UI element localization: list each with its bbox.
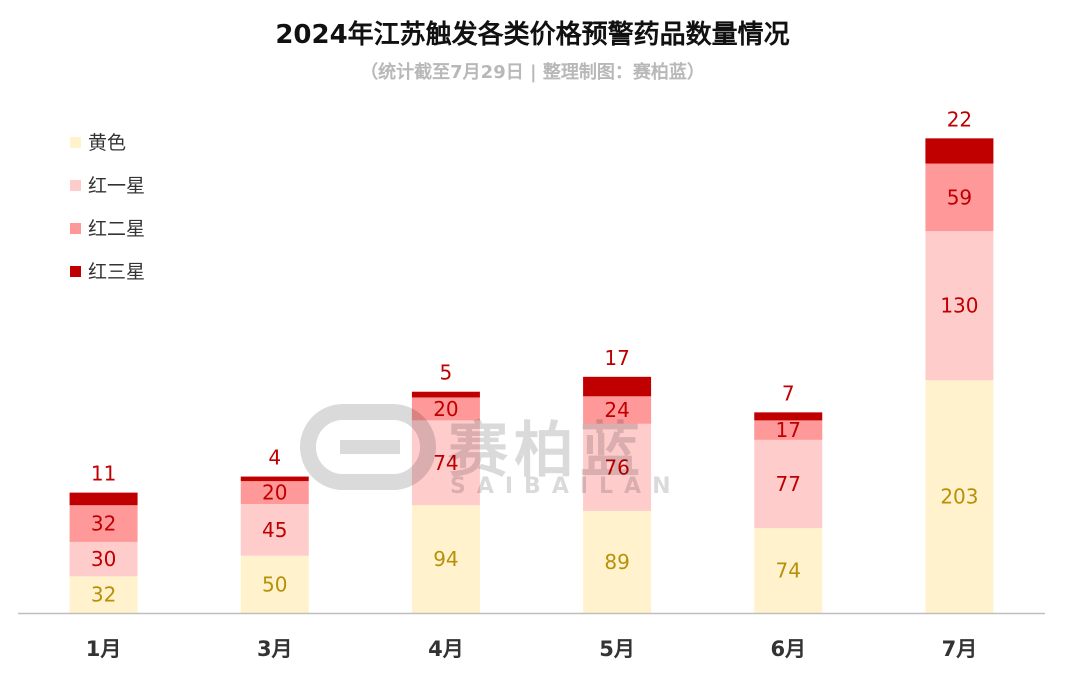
data-label: 7 xyxy=(782,381,795,405)
bar-segment xyxy=(754,439,823,529)
data-label: 17 xyxy=(776,418,801,442)
bar-segment xyxy=(925,138,994,164)
data-label: 45 xyxy=(262,518,287,542)
x-tick-label: 3月 xyxy=(257,637,293,661)
bar-segment xyxy=(925,163,994,232)
bar-segment xyxy=(69,541,138,577)
data-label: 32 xyxy=(91,583,116,607)
data-label: 74 xyxy=(776,559,801,583)
bar-segment xyxy=(925,231,994,381)
watermark-text: 赛柏蓝 xyxy=(448,416,646,486)
bar-segment xyxy=(754,420,823,440)
chart-title: 2024年江苏触发各类价格预警药品数量情况 xyxy=(275,20,790,50)
legend-swatch xyxy=(70,266,81,277)
data-label: 20 xyxy=(262,481,287,505)
data-label: 77 xyxy=(776,472,801,496)
data-label: 11 xyxy=(91,462,116,486)
x-tick-label: 6月 xyxy=(770,637,806,661)
bar-segment xyxy=(411,391,480,398)
data-label: 32 xyxy=(91,512,116,536)
data-label: 22 xyxy=(947,107,972,131)
bar-segment xyxy=(240,481,309,505)
bar-segment xyxy=(754,528,823,613)
data-label: 24 xyxy=(604,398,629,422)
bar-segment xyxy=(240,476,309,482)
bar-segment xyxy=(583,396,652,424)
bar-segment xyxy=(69,505,138,542)
legend-swatch xyxy=(70,137,81,148)
data-label: 59 xyxy=(947,185,972,209)
data-label: 30 xyxy=(91,547,116,571)
data-label: 89 xyxy=(604,550,629,574)
data-label: 203 xyxy=(940,485,978,509)
watermark-s-icon xyxy=(300,404,436,490)
legend-label: 红三星 xyxy=(88,261,146,283)
bar-segment xyxy=(69,576,138,613)
chart-subtitle: （统计截至7月29日 | 整理制图：赛柏蓝） xyxy=(360,62,705,83)
legend-label: 红一星 xyxy=(88,175,146,197)
watermark-subtext: SAIBAILAN xyxy=(450,474,682,499)
bar-segment xyxy=(240,504,309,556)
legend-label: 红二星 xyxy=(88,218,146,240)
bar-segment xyxy=(411,420,480,506)
data-label: 94 xyxy=(433,547,458,571)
bar-segment xyxy=(411,397,480,421)
bar-segment xyxy=(925,380,994,613)
watermark-logo: 赛柏蓝 SAIBAILAN xyxy=(300,402,671,499)
bar-segment xyxy=(583,510,652,613)
x-tick-label: 7月 xyxy=(942,637,978,661)
bar-segment xyxy=(69,492,138,506)
legend-swatch xyxy=(70,180,81,191)
x-tick-label: 5月 xyxy=(599,637,635,661)
data-label: 130 xyxy=(940,294,978,318)
data-label: 17 xyxy=(604,346,629,370)
bar-segment xyxy=(411,505,480,613)
data-label: 5 xyxy=(440,361,453,385)
bar-segment xyxy=(754,412,823,421)
data-label: 50 xyxy=(262,572,287,596)
legend-label: 黄色 xyxy=(88,132,127,154)
legend-swatch xyxy=(70,223,81,234)
data-label: 74 xyxy=(433,451,458,475)
bar-segment xyxy=(583,376,652,397)
bar-segment xyxy=(240,555,309,613)
data-label: 20 xyxy=(433,397,458,421)
x-tick-label: 1月 xyxy=(86,637,122,661)
data-label: 4 xyxy=(268,446,281,470)
x-tick-label: 4月 xyxy=(428,637,464,661)
bar-segment xyxy=(583,423,652,511)
data-label: 76 xyxy=(604,455,629,479)
